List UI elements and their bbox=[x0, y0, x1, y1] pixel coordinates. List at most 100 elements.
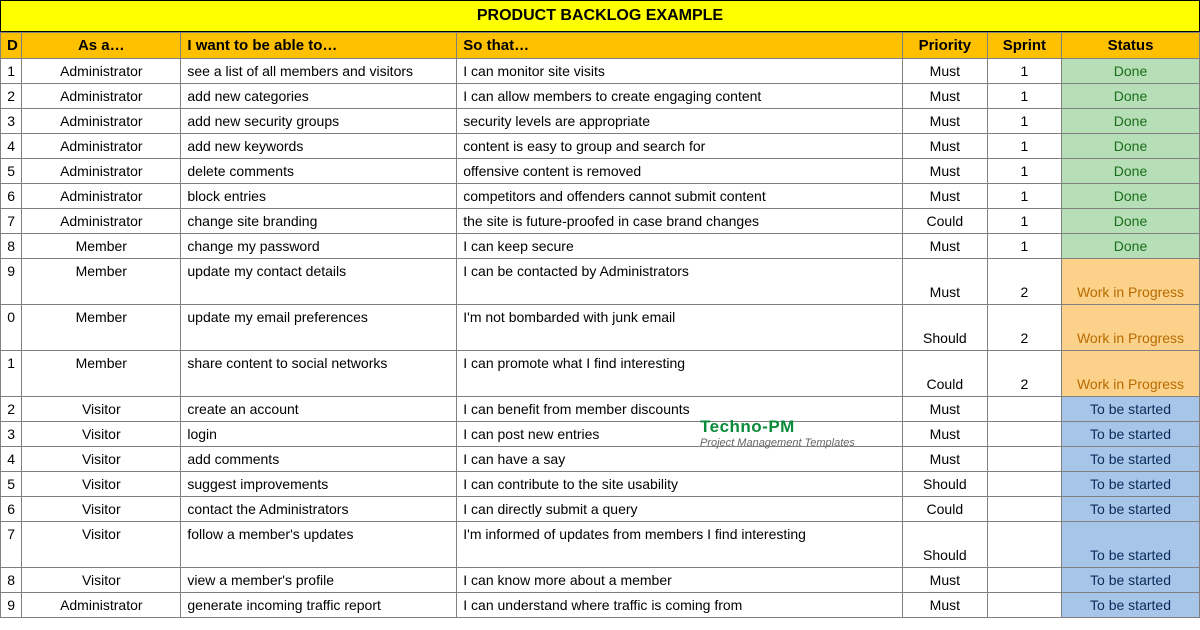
table-row: 5Administratordelete commentsoffensive c… bbox=[1, 159, 1200, 184]
table-cell: To be started bbox=[1062, 497, 1200, 522]
table-cell: Could bbox=[902, 351, 987, 397]
column-header: So that… bbox=[457, 33, 903, 59]
table-cell bbox=[987, 397, 1061, 422]
table-cell: 6 bbox=[1, 184, 22, 209]
table-cell: Should bbox=[902, 522, 987, 568]
table-cell: Must bbox=[902, 59, 987, 84]
table-cell: 2 bbox=[987, 259, 1061, 305]
table-cell: Should bbox=[902, 305, 987, 351]
table-cell: I can have a say bbox=[457, 447, 903, 472]
table-cell: 5 bbox=[1, 472, 22, 497]
table-cell: 1 bbox=[987, 234, 1061, 259]
table-body: 1Administratorsee a list of all members … bbox=[1, 59, 1200, 618]
table-cell: 2 bbox=[987, 351, 1061, 397]
table-cell: Must bbox=[902, 159, 987, 184]
column-header: I want to be able to… bbox=[181, 33, 457, 59]
table-cell bbox=[987, 497, 1061, 522]
table-row: 3VisitorloginI can post new entriesMustT… bbox=[1, 422, 1200, 447]
table-cell: I can benefit from member discounts bbox=[457, 397, 903, 422]
table-cell: I can contribute to the site usability bbox=[457, 472, 903, 497]
table-cell bbox=[987, 593, 1061, 618]
table-cell: Administrator bbox=[22, 209, 181, 234]
table-cell: Visitor bbox=[22, 568, 181, 593]
table-cell: competitors and offenders cannot submit … bbox=[457, 184, 903, 209]
page-title: PRODUCT BACKLOG EXAMPLE bbox=[0, 0, 1200, 32]
table-cell: contact the Administrators bbox=[181, 497, 457, 522]
table-cell: update my contact details bbox=[181, 259, 457, 305]
table-cell: delete comments bbox=[181, 159, 457, 184]
table-cell: block entries bbox=[181, 184, 457, 209]
table-cell: 8 bbox=[1, 234, 22, 259]
table-cell: Done bbox=[1062, 109, 1200, 134]
table-cell: 5 bbox=[1, 159, 22, 184]
table-cell: 1 bbox=[1, 59, 22, 84]
table-cell: 0 bbox=[1, 305, 22, 351]
table-cell: To be started bbox=[1062, 397, 1200, 422]
table-cell: 1 bbox=[987, 134, 1061, 159]
table-cell: Must bbox=[902, 134, 987, 159]
table-cell: 8 bbox=[1, 568, 22, 593]
table-cell: Visitor bbox=[22, 397, 181, 422]
table-cell: Visitor bbox=[22, 497, 181, 522]
table-cell: 1 bbox=[987, 109, 1061, 134]
table-cell: add new keywords bbox=[181, 134, 457, 159]
table-cell: Must bbox=[902, 593, 987, 618]
table-row: 9Administratorgenerate incoming traffic … bbox=[1, 593, 1200, 618]
table-cell: the site is future-proofed in case brand… bbox=[457, 209, 903, 234]
table-cell: I can directly submit a query bbox=[457, 497, 903, 522]
table-cell: Visitor bbox=[22, 472, 181, 497]
table-cell: Must bbox=[902, 84, 987, 109]
table-cell: I can monitor site visits bbox=[457, 59, 903, 84]
table-cell: I can understand where traffic is coming… bbox=[457, 593, 903, 618]
table-cell: 1 bbox=[987, 209, 1061, 234]
table-cell: Administrator bbox=[22, 84, 181, 109]
table-row: 8Visitorview a member's profileI can kno… bbox=[1, 568, 1200, 593]
column-header: D bbox=[1, 33, 22, 59]
table-cell: 6 bbox=[1, 497, 22, 522]
table-cell bbox=[987, 447, 1061, 472]
table-cell: Done bbox=[1062, 209, 1200, 234]
table-cell: 1 bbox=[987, 159, 1061, 184]
table-cell: 4 bbox=[1, 134, 22, 159]
table-cell: Must bbox=[902, 447, 987, 472]
table-row: 0Memberupdate my email preferencesI'm no… bbox=[1, 305, 1200, 351]
table-cell: I can promote what I find interesting bbox=[457, 351, 903, 397]
table-cell: 2 bbox=[987, 305, 1061, 351]
table-cell: Done bbox=[1062, 184, 1200, 209]
table-cell: 4 bbox=[1, 447, 22, 472]
table-cell: Visitor bbox=[22, 522, 181, 568]
table-cell: 3 bbox=[1, 422, 22, 447]
table-cell: Must bbox=[902, 259, 987, 305]
table-row: 4Administratoradd new keywordscontent is… bbox=[1, 134, 1200, 159]
table-cell bbox=[987, 568, 1061, 593]
table-row: 4Visitoradd commentsI can have a sayMust… bbox=[1, 447, 1200, 472]
table-cell: Could bbox=[902, 209, 987, 234]
table-cell: To be started bbox=[1062, 472, 1200, 497]
table-cell: update my email preferences bbox=[181, 305, 457, 351]
table-cell: Member bbox=[22, 351, 181, 397]
table-row: 1Membershare content to social networksI… bbox=[1, 351, 1200, 397]
table-cell: add new security groups bbox=[181, 109, 457, 134]
table-cell: change site branding bbox=[181, 209, 457, 234]
table-cell: Done bbox=[1062, 84, 1200, 109]
table-cell: To be started bbox=[1062, 422, 1200, 447]
table-cell: Administrator bbox=[22, 134, 181, 159]
table-cell: 9 bbox=[1, 259, 22, 305]
table-row: 2Visitorcreate an accountI can benefit f… bbox=[1, 397, 1200, 422]
table-row: 1Administratorsee a list of all members … bbox=[1, 59, 1200, 84]
table-cell: 9 bbox=[1, 593, 22, 618]
table-cell: To be started bbox=[1062, 568, 1200, 593]
table-row: 7Visitorfollow a member's updatesI'm inf… bbox=[1, 522, 1200, 568]
table-cell: I can keep secure bbox=[457, 234, 903, 259]
table-cell: Done bbox=[1062, 134, 1200, 159]
table-cell: 7 bbox=[1, 522, 22, 568]
table-cell: see a list of all members and visitors bbox=[181, 59, 457, 84]
table-cell: Done bbox=[1062, 234, 1200, 259]
table-cell: suggest improvements bbox=[181, 472, 457, 497]
table-cell bbox=[987, 472, 1061, 497]
table-header-row: DAs a…I want to be able to…So that…Prior… bbox=[1, 33, 1200, 59]
table-cell: 2 bbox=[1, 84, 22, 109]
table-cell: I can be contacted by Administrators bbox=[457, 259, 903, 305]
table-cell: Done bbox=[1062, 59, 1200, 84]
column-header: Status bbox=[1062, 33, 1200, 59]
